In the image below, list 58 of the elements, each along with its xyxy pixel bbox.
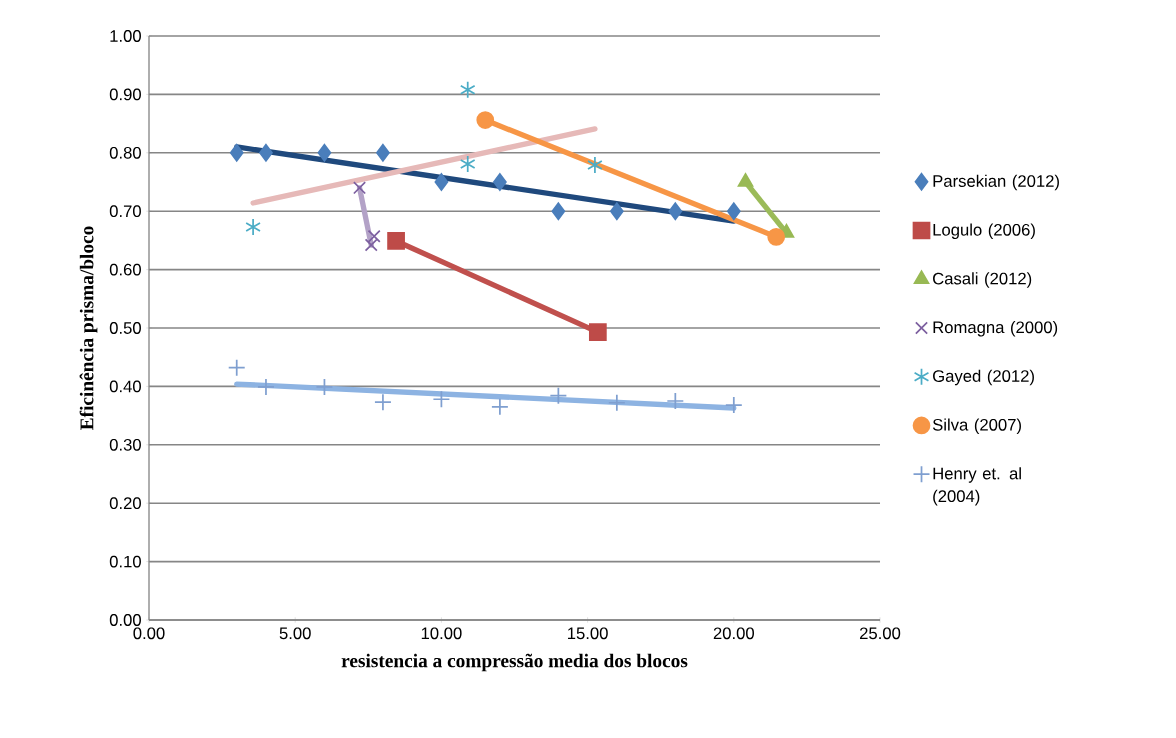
- point: [315, 378, 334, 396]
- point: [459, 80, 476, 99]
- y-tick-label: 0.20: [109, 497, 141, 510]
- point: [245, 218, 261, 236]
- point: [367, 229, 381, 243]
- y-tick-label: 0.00: [109, 614, 141, 626]
- point: [364, 238, 378, 252]
- y-tick-label: 0.10: [109, 555, 141, 568]
- y-tick-label: 1.00: [110, 30, 141, 42]
- point: [666, 392, 685, 410]
- y-tick-label: 0.30: [109, 438, 141, 451]
- point: [374, 393, 392, 412]
- legend-label: Silva (2007): [932, 418, 1021, 434]
- legend-label: Gayed (2012): [933, 369, 1034, 386]
- x-tick-label: 10.00: [421, 627, 462, 640]
- point: [607, 393, 626, 412]
- point: [491, 397, 509, 416]
- point: [434, 173, 449, 191]
- point: [588, 323, 607, 341]
- point: [587, 156, 603, 174]
- point: [551, 202, 566, 221]
- y-tick-label: 0.80: [109, 146, 141, 159]
- y-tick-label: 0.70: [109, 205, 141, 218]
- y-tick-label: 0.50: [109, 322, 141, 334]
- point: [459, 155, 476, 173]
- x-tick-label: 0.00: [133, 627, 165, 640]
- point: [493, 173, 507, 191]
- y-tick-label: 0.90: [109, 88, 141, 101]
- x-tick-label: 20.00: [713, 627, 755, 640]
- point: [767, 228, 786, 246]
- x-axis-title: resistencia a compressão media dos blocos: [341, 653, 688, 672]
- point: [227, 358, 246, 377]
- x-tick-label: 25.00: [859, 627, 901, 640]
- point: [549, 386, 568, 405]
- point: [668, 202, 683, 221]
- x-tick-label: 5.00: [279, 627, 311, 640]
- point: [353, 181, 367, 195]
- y-tick-label: 0.60: [109, 263, 141, 276]
- legend-label: Logulo (2006): [933, 223, 1035, 239]
- point: [737, 173, 754, 187]
- legend-label: Parsekian (2012): [933, 174, 1059, 191]
- point: [259, 143, 273, 162]
- point: [609, 202, 624, 221]
- point: [387, 232, 405, 250]
- point: [476, 111, 495, 129]
- point: [726, 202, 741, 221]
- x-tick-label: 15.00: [568, 627, 608, 640]
- point: [376, 143, 390, 162]
- legend-label: Henry et. al (2004): [933, 467, 1021, 506]
- y-tick-label: 0.40: [109, 380, 141, 393]
- legend-label: Romagna (2000): [933, 320, 1058, 337]
- point: [724, 396, 743, 414]
- point: [229, 143, 244, 162]
- point: [432, 390, 451, 409]
- point: [317, 143, 332, 162]
- point: [257, 378, 275, 396]
- legend-label: Casali (2012): [933, 272, 1032, 288]
- y-axis-title: Eficinência prisma/bloco: [79, 226, 98, 430]
